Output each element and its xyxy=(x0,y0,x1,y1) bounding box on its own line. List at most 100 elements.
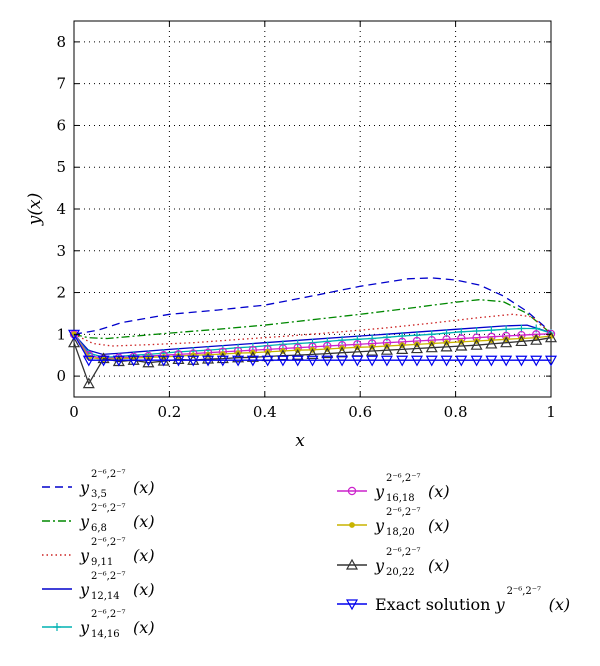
x-tick-label: 0.8 xyxy=(444,403,468,421)
series-line xyxy=(73,324,552,356)
legend-superscript: 2⁻⁶,2⁻⁷ xyxy=(386,472,421,484)
data-point xyxy=(485,337,498,349)
data-point xyxy=(216,355,229,367)
x-tick-label: 0.2 xyxy=(157,403,181,421)
legend-symbol: y xyxy=(80,477,90,497)
legend-swatch xyxy=(42,623,72,631)
x-tick-label: 0.6 xyxy=(348,403,372,421)
legend-item: y 2⁻⁶,2⁻⁷ 12,14 (x) xyxy=(40,571,155,606)
y-tick-label: 3 xyxy=(56,242,66,260)
data-point xyxy=(382,333,391,342)
legend-superscript: 2⁻⁶,2⁻⁷ xyxy=(91,536,126,548)
legend-label: y 2⁻⁶,2⁻⁷ 18,20 (x) xyxy=(375,507,450,538)
data-point xyxy=(127,355,140,367)
data-point xyxy=(157,355,170,367)
y-tick-label: 1 xyxy=(56,325,66,343)
data-point xyxy=(246,355,259,367)
data-point xyxy=(232,355,245,367)
data-point xyxy=(306,355,319,367)
data-point xyxy=(515,355,528,367)
legend-item: y 2⁻⁶,2⁻⁷ 20,22 (x) xyxy=(335,546,450,582)
legend-label: y 2⁻⁶,2⁻⁷ 9,11 (x) xyxy=(80,537,155,568)
data-point xyxy=(112,355,125,367)
series-line xyxy=(73,337,552,386)
data-point xyxy=(142,355,155,367)
legend-superscript: 2⁻⁶,2⁻⁷ xyxy=(91,608,126,620)
ticks: 0 0.2 0.4 0.6 0.8 1 0 1 2 3 4 5 6 7 8 xyxy=(56,21,556,421)
y-tick-label: 2 xyxy=(56,284,66,302)
data-point xyxy=(380,343,393,355)
legend-swatch xyxy=(337,522,367,528)
legend-subscript: 12,14 xyxy=(91,590,120,602)
series-1 xyxy=(73,277,552,335)
data-point xyxy=(380,355,393,367)
legend-swatch xyxy=(337,558,367,570)
data-point xyxy=(410,355,423,367)
data-point xyxy=(261,355,274,367)
legend-subscript: 18,20 xyxy=(386,526,415,538)
data-point xyxy=(425,341,438,353)
data-point xyxy=(306,348,319,359)
series-3 xyxy=(73,313,552,347)
data-point xyxy=(544,331,558,343)
data-point xyxy=(500,355,513,367)
series-4 xyxy=(73,324,552,356)
legend-argument: (x) xyxy=(133,617,155,637)
legend-argument: (x) xyxy=(133,511,155,531)
x-axis-label: x xyxy=(295,431,305,451)
series-line xyxy=(73,277,552,335)
legend-subscript: 14,16 xyxy=(91,628,120,640)
legend-symbol: y xyxy=(495,594,505,614)
legend-argument: (x) xyxy=(428,555,450,575)
legend-item: y 2⁻⁶,2⁻⁷ 6,8 (x) xyxy=(40,503,155,538)
data-point xyxy=(232,351,245,363)
data-point xyxy=(515,335,528,347)
legend-subscript: 3,5 xyxy=(91,488,107,500)
data-point xyxy=(530,333,543,345)
data-point xyxy=(425,355,438,367)
legend-label: y 2⁻⁶,2⁻⁷ 3,5 (x) xyxy=(80,469,155,500)
legend-symbol: y xyxy=(80,545,90,565)
data-point xyxy=(82,355,95,367)
legend-subscript: 16,18 xyxy=(386,492,415,504)
legend-symbol: y xyxy=(80,617,90,637)
data-point xyxy=(351,355,364,367)
legend-swatch xyxy=(42,486,72,488)
data-point xyxy=(366,355,379,367)
data-point xyxy=(530,355,543,367)
legend-prefix: Exact solution xyxy=(375,594,496,614)
data-point xyxy=(470,355,483,367)
legend-superscript: 2⁻⁶,2⁻⁷ xyxy=(91,468,126,480)
legend-swatch xyxy=(337,599,367,611)
data-point xyxy=(336,355,349,367)
legend-symbol: y xyxy=(375,515,385,535)
data-point xyxy=(187,355,200,367)
data-point xyxy=(366,344,379,356)
y-tick-label: 0 xyxy=(56,367,66,385)
legend-marker xyxy=(349,522,355,528)
chart: 0 0.2 0.4 0.6 0.8 1 0 1 2 3 4 5 6 7 8 x y(x) xyxy=(25,20,558,451)
legend-argument: (x) xyxy=(133,579,155,599)
data-point xyxy=(142,356,155,368)
series-2 xyxy=(73,299,552,340)
legend-superscript: 2⁻⁶,2⁻⁷ xyxy=(386,546,421,558)
data-point xyxy=(291,355,304,367)
y-axis-label: y(x) xyxy=(25,193,45,226)
data-point xyxy=(470,338,483,350)
legend-item: y 2⁻⁶,2⁻⁷ 16,18 (x) xyxy=(335,473,450,508)
data-point xyxy=(353,335,362,344)
legend-marker xyxy=(345,558,359,570)
data-point xyxy=(172,353,185,364)
legend-item: y 2⁻⁶,2⁻⁷ 9,11 (x) xyxy=(40,537,155,572)
data-point xyxy=(368,334,377,343)
legend-marker xyxy=(345,599,359,611)
legend-label: y 2⁻⁶,2⁻⁷ 14,16 (x) xyxy=(80,609,155,640)
data-point xyxy=(440,355,453,367)
series-line xyxy=(73,299,552,340)
data-point xyxy=(291,348,304,360)
legend-label: y 2⁻⁶,2⁻⁷ 16,18 (x) xyxy=(375,473,450,504)
legend-swatch xyxy=(42,554,72,556)
data-point xyxy=(323,337,332,346)
series-line xyxy=(73,333,551,361)
legend-marker xyxy=(53,623,61,631)
